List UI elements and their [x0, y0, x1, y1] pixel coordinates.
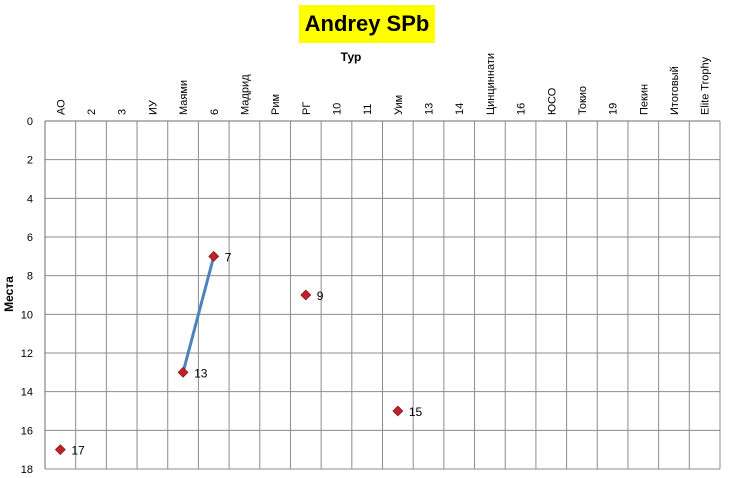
y-tick-label: 16: [21, 425, 33, 437]
data-point-marker: [54, 444, 66, 456]
x-tick-label: Elite Trophy: [700, 56, 712, 115]
data-point-marker: [177, 366, 189, 378]
series-lines: [181, 255, 216, 373]
data-label: 15: [409, 405, 423, 419]
x-tick-label: Цинциннати: [485, 53, 497, 115]
x-tick-label: 11: [362, 104, 374, 115]
x-tick-label: РГ: [301, 102, 313, 115]
x-tick-label: ИУ: [147, 99, 159, 115]
x-tick-label: 14: [454, 103, 466, 115]
x-tick-label: Пекин: [638, 84, 650, 115]
x-tick-label: 10: [331, 103, 343, 115]
y-tick-label: 8: [27, 271, 33, 283]
x-tick-label: 19: [608, 103, 620, 115]
y-tick-labels: 0 2 4 6 8 10 12 14 16 18: [21, 116, 33, 476]
y-tick-label: 12: [21, 348, 33, 360]
x-axis-label: Тур: [341, 50, 362, 64]
x-tick-label: 13: [424, 103, 436, 115]
y-tick-label: 10: [21, 309, 33, 321]
y-tick-label: 6: [27, 232, 33, 244]
data-point-marker: [392, 405, 404, 417]
y-tick-label: 14: [21, 387, 33, 399]
x-tick-label: ЮСО: [546, 87, 558, 115]
x-tick-label: 3: [117, 109, 129, 115]
x-tick-label: 6: [209, 109, 221, 115]
y-axis-label: Места: [2, 276, 16, 312]
x-tick-label: Рим: [270, 94, 282, 115]
y-tick-label: 18: [21, 464, 33, 476]
chart-title: Andrey SPb: [299, 5, 435, 43]
data-label: 9: [317, 289, 324, 303]
data-label: 7: [225, 250, 232, 264]
x-tick-label: АО: [55, 99, 67, 115]
x-tick-label: Токио: [577, 86, 589, 115]
x-tick-label: Уим: [393, 95, 405, 115]
x-tick-label: Итоговый: [669, 66, 681, 115]
x-tick-label: 16: [516, 103, 528, 115]
data-label: 17: [71, 444, 85, 458]
data-labels: 17 13 7 9 15: [71, 250, 422, 457]
x-tick-label: 2: [86, 109, 98, 115]
x-tick-label: Мадрид: [239, 74, 251, 115]
x-tick-labels: АО 2 3 ИУ Маями 6 Мадрид Рим РГ 10 11 Уим 13 14 Цинцин…: [55, 53, 711, 115]
series-points: [54, 250, 404, 456]
data-label: 13: [194, 366, 208, 380]
data-point-marker: [300, 289, 312, 301]
grid: [44, 120, 721, 470]
y-tick-label: 4: [27, 193, 33, 205]
data-point-marker: [208, 250, 220, 262]
series-line-segment: [181, 255, 216, 373]
y-tick-label: 0: [27, 116, 33, 128]
x-tick-label: Маями: [178, 80, 190, 115]
y-tick-label: 2: [27, 155, 33, 167]
